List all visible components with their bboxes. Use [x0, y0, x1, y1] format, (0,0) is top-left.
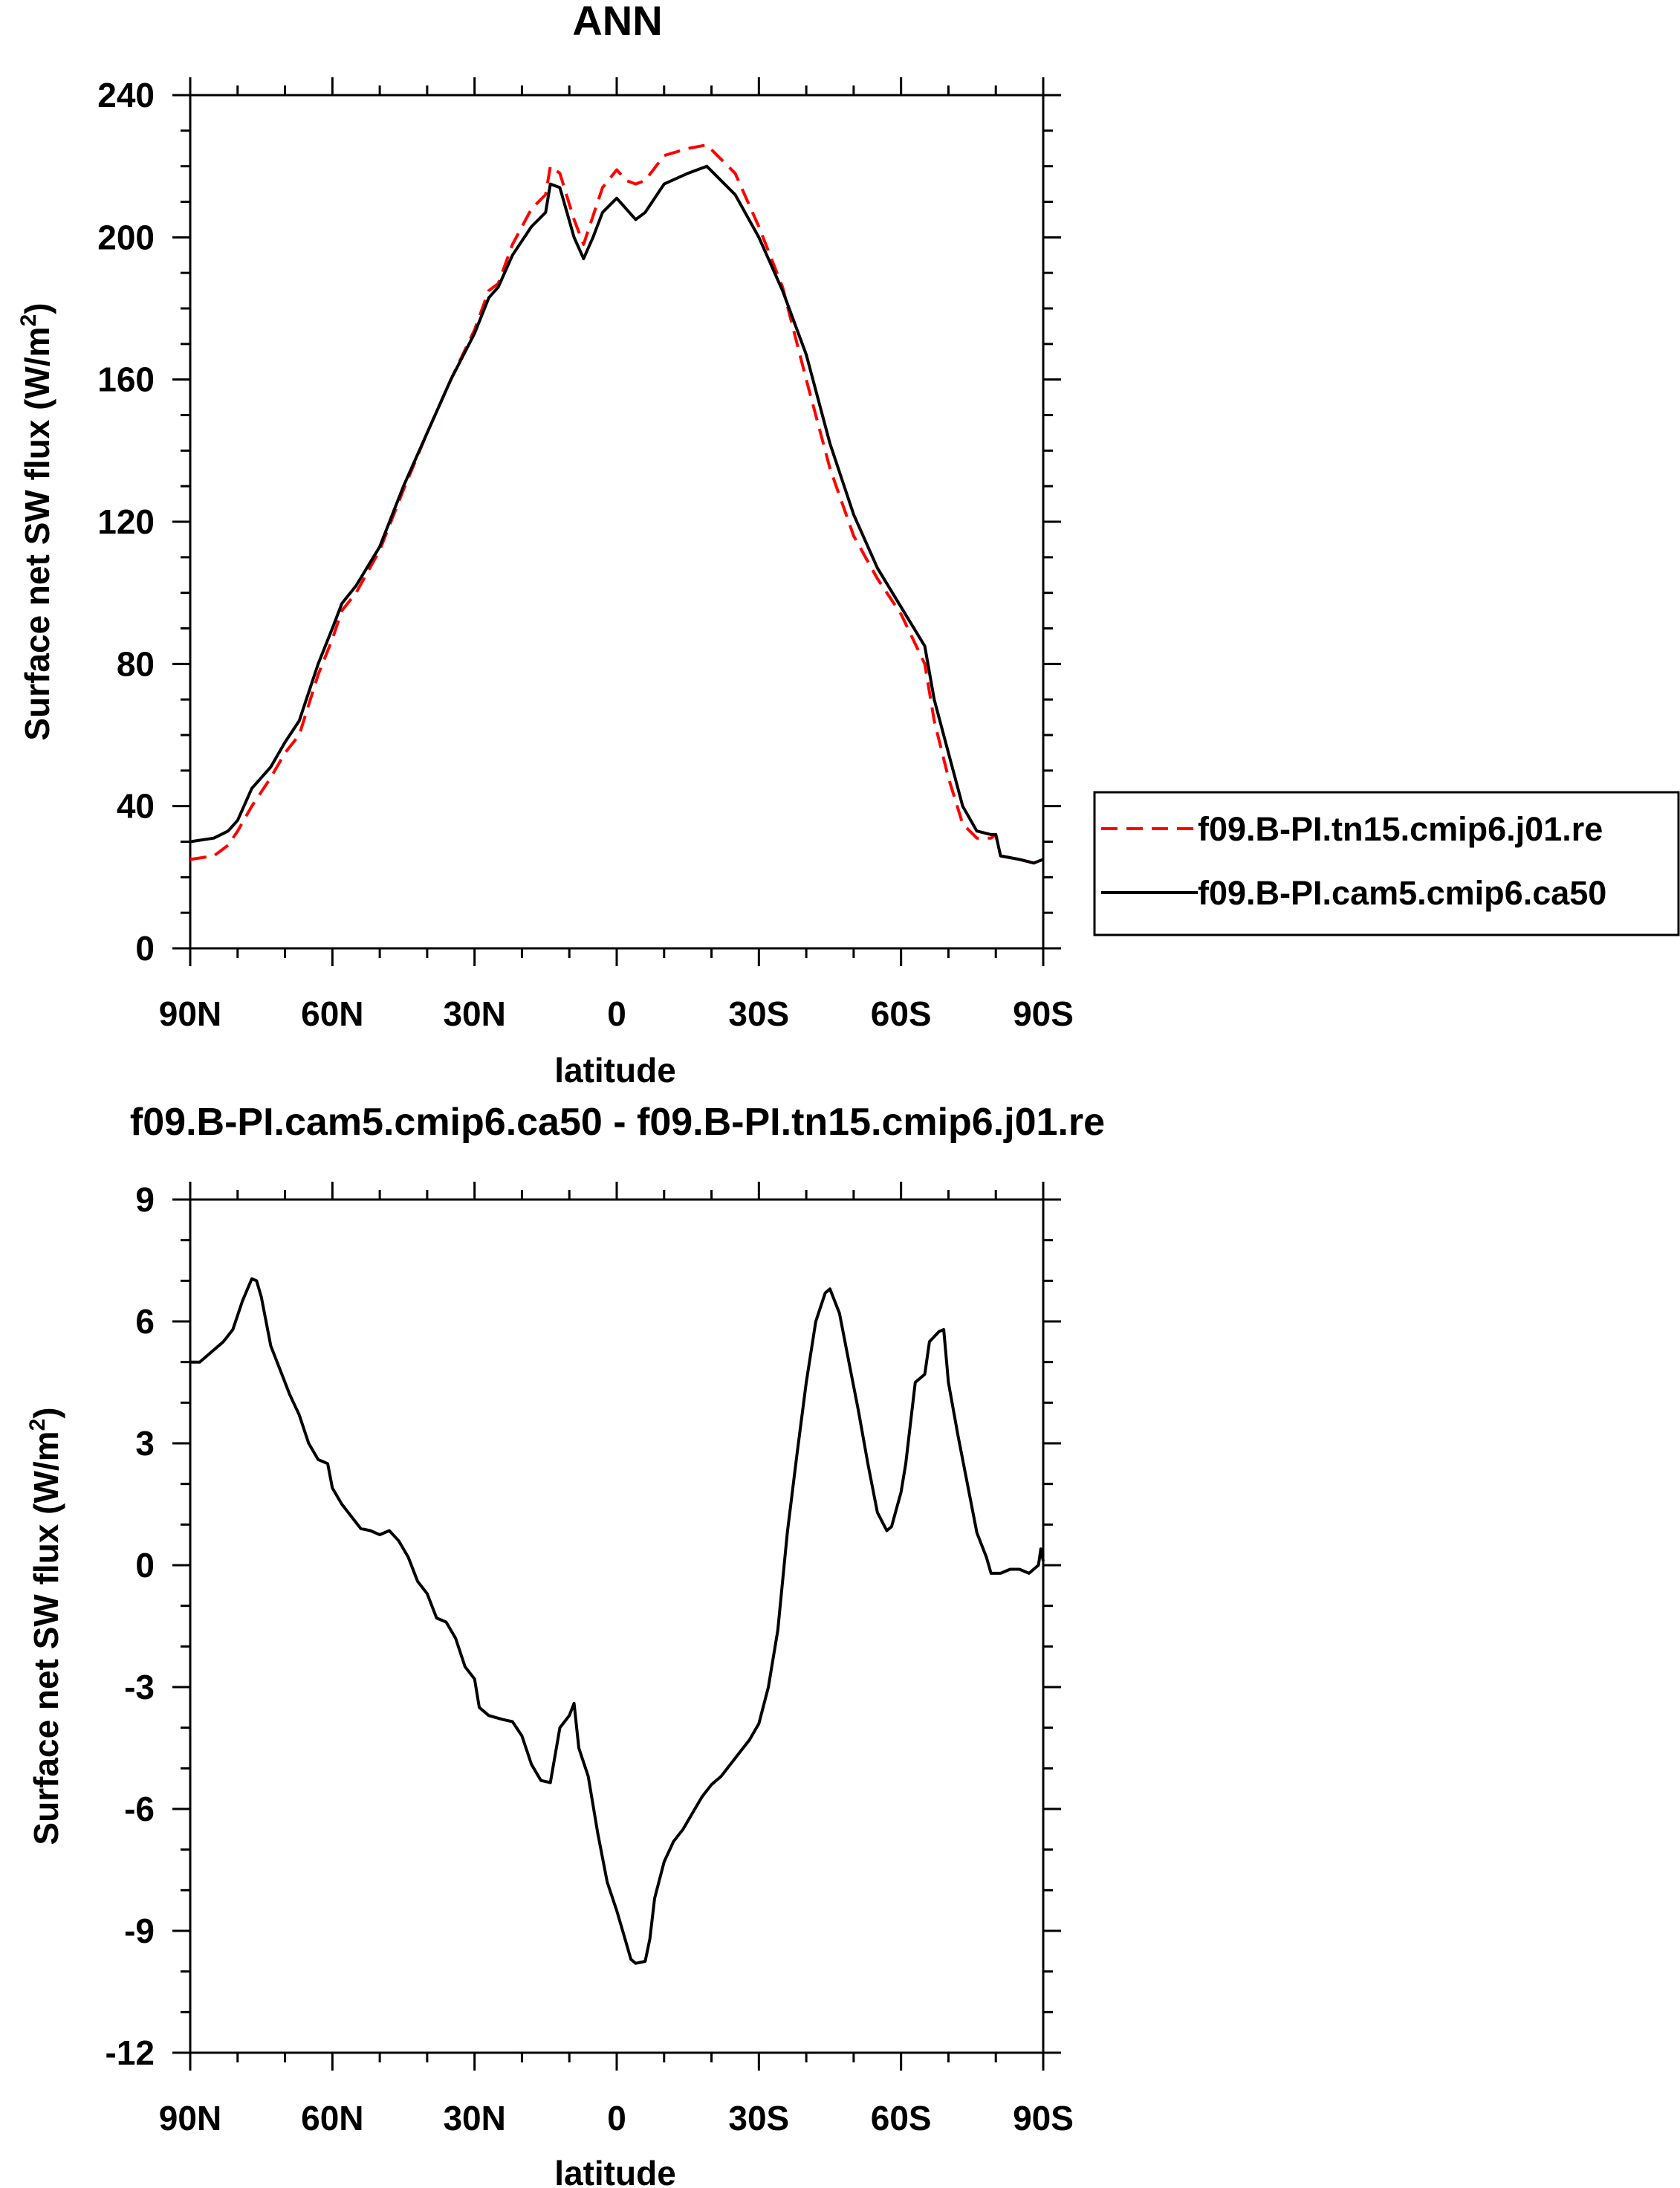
legend: f09.B-PI.tn15.cmip6.j01.re f09.B-PI.cam5…: [1093, 791, 1680, 936]
top-series-lines: [189, 143, 1044, 865]
top-y-tick-label: 200: [97, 218, 155, 256]
top-x-tick-label: 60N: [301, 994, 363, 1033]
bottom-x-tick-label: 0: [607, 2099, 626, 2137]
bottom-y-tick-label: -3: [124, 1668, 155, 1706]
top-x-tick-label: 60S: [871, 994, 932, 1033]
bottom-x-tick-label: 90N: [159, 2099, 221, 2137]
top-x-axis-label: latitude: [554, 1051, 676, 1090]
top-y-tick-label: 160: [97, 360, 155, 399]
bottom-axes: 90N 60N 30N 0 30S 60S 90S -12 -9 -6 -3 0 3 6 9: [106, 1180, 1074, 2137]
bottom-y-tick-label: 3: [135, 1424, 155, 1463]
top-y-axis-label-end: ): [18, 302, 56, 314]
top-series-line-1: [189, 143, 1044, 865]
bottom-x-tick-label: 90S: [1013, 2099, 1074, 2137]
bottom-plot-frame: [189, 1198, 1045, 2054]
legend-label-cam5: f09.B-PI.cam5.cmip6.ca50: [1198, 874, 1606, 912]
top-panel-ann: ANN latitude Surface net SW flux (W/m2) …: [16, 0, 1680, 1090]
top-plot-frame: [189, 94, 1045, 950]
legend-box: [1093, 791, 1680, 936]
top-x-tick-label: 30N: [443, 994, 505, 1033]
top-x-tick-label: 0: [607, 994, 626, 1033]
bottom-x-tick-label: 30N: [443, 2099, 505, 2137]
top-y-tick-label: 0: [135, 929, 155, 968]
bottom-panel-difference: f09.B-PI.cam5.cmip6.ca50 - f09.B-PI.tn15…: [25, 1101, 1105, 2188]
bottom-y-axis-label-sup: 2: [25, 1419, 50, 1431]
top-x-tick-label: 90S: [1013, 994, 1074, 1033]
bottom-y-tick-label: 0: [135, 1546, 155, 1585]
legend-label-tn15: f09.B-PI.tn15.cmip6.j01.re: [1198, 810, 1603, 848]
top-y-axis-label: Surface net SW flux (W/m2): [16, 302, 56, 740]
top-axes: 90N 60N 30N 0 30S 60S 90S 0 40 80 120 160 200 240: [97, 76, 1074, 1033]
bottom-y-tick-label: 9: [135, 1180, 155, 1219]
bottom-y-tick-label: -9: [124, 1912, 155, 1950]
bottom-series-line-1: [190, 1277, 1045, 1965]
bottom-x-tick-label: 30S: [728, 2099, 789, 2137]
top-series-line-2: [189, 164, 1044, 865]
top-x-tick-label: 30S: [728, 994, 789, 1033]
bottom-x-axis-label: latitude: [554, 2154, 676, 2188]
bottom-chart-title: f09.B-PI.cam5.cmip6.ca50 - f09.B-PI.tn15…: [130, 1101, 1105, 1144]
top-y-tick-label: 40: [117, 787, 155, 826]
top-y-axis-label-main: Surface net SW flux (W/m: [18, 326, 56, 740]
top-y-tick-label: 80: [117, 644, 155, 683]
top-y-tick-label: 120: [97, 502, 155, 541]
bottom-y-tick-label: -12: [106, 2033, 155, 2072]
top-y-tick-label: 240: [97, 76, 155, 114]
top-x-tick-label: 90N: [159, 994, 221, 1033]
top-y-axis-label-sup: 2: [16, 314, 41, 327]
bottom-y-axis-label: Surface net SW flux (W/m2): [25, 1407, 65, 1845]
top-chart-title: ANN: [572, 0, 662, 44]
bottom-y-tick-label: -6: [124, 1790, 155, 1828]
bottom-y-axis-label-end: ): [27, 1407, 65, 1418]
bottom-series-lines: [190, 1277, 1045, 1965]
bottom-x-tick-label: 60S: [871, 2099, 932, 2137]
bottom-x-tick-label: 60N: [301, 2099, 363, 2137]
bottom-y-axis-label-main: Surface net SW flux (W/m: [27, 1431, 65, 1845]
bottom-y-tick-label: 6: [135, 1302, 155, 1341]
